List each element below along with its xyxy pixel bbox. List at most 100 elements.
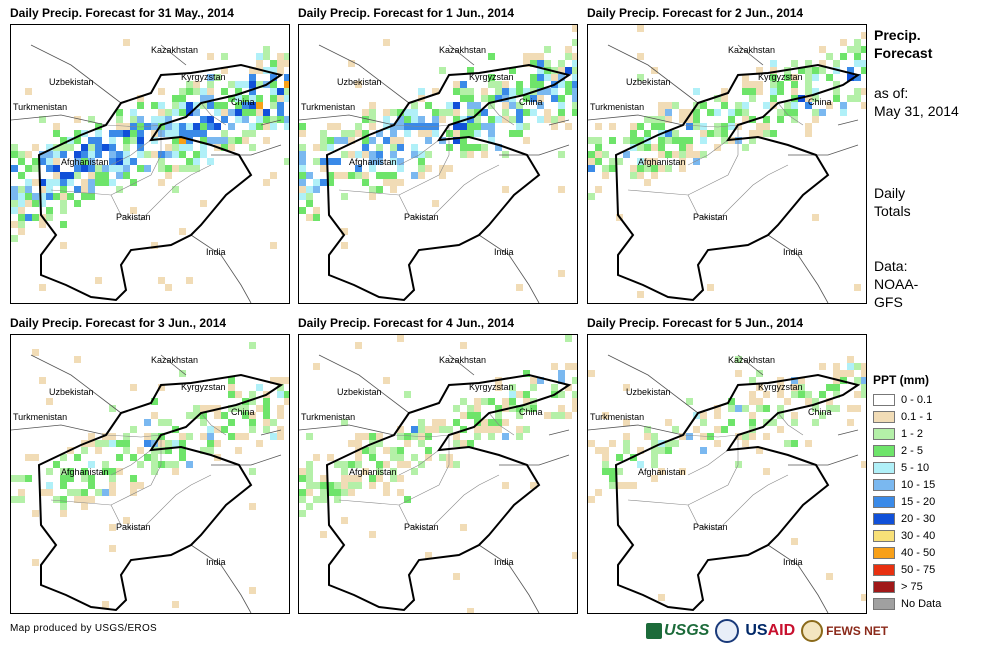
- precip-cell: [812, 398, 819, 405]
- precip-cell: [418, 426, 425, 433]
- precip-cell: [25, 454, 32, 461]
- precip-cell: [109, 433, 116, 440]
- precip-cell: [861, 391, 866, 398]
- precip-cell: [249, 81, 256, 88]
- precip-cell: [439, 172, 446, 179]
- precip-cell: [854, 363, 861, 370]
- precip-cell: [488, 130, 495, 137]
- precip-cell: [651, 67, 658, 74]
- precip-cell: [446, 144, 453, 151]
- precip-cell: [516, 123, 523, 130]
- precip-cell: [572, 102, 577, 109]
- legend-label: 1 - 2: [901, 427, 924, 440]
- country-border: [607, 354, 699, 414]
- precip-cell: [165, 123, 172, 130]
- precip-cell: [833, 95, 840, 102]
- precip-cell: [165, 144, 172, 151]
- precip-cell: [130, 109, 137, 116]
- precip-cell: [123, 151, 130, 158]
- precip-cell: [658, 109, 665, 116]
- precip-cell: [588, 151, 595, 158]
- precip-cell: [228, 433, 235, 440]
- precip-cell: [861, 594, 866, 601]
- precip-cell: [609, 482, 616, 489]
- precip-cell: [558, 116, 565, 123]
- country-border: [767, 544, 829, 613]
- precip-cell: [847, 405, 854, 412]
- precip-cell: [637, 74, 644, 81]
- precip-cell: [11, 475, 18, 482]
- precip-cell: [306, 172, 313, 179]
- precip-cell: [221, 144, 228, 151]
- precip-cell: [284, 158, 289, 165]
- country-label-turkmenistan: Turkmenistan: [590, 102, 644, 112]
- precip-cell: [277, 60, 284, 67]
- precip-cell: [277, 53, 284, 60]
- precip-cell: [770, 81, 777, 88]
- precip-cell: [207, 88, 214, 95]
- precip-cell: [383, 489, 390, 496]
- precip-cell: [341, 242, 348, 249]
- precip-cell: [763, 391, 770, 398]
- precip-cell: [109, 475, 116, 482]
- precip-cell: [418, 172, 425, 179]
- precip-cell: [200, 412, 207, 419]
- precip-cell: [102, 433, 109, 440]
- precip-cell: [355, 342, 362, 349]
- precip-cell: [355, 440, 362, 447]
- precip-cell: [686, 116, 693, 123]
- precip-cell: [277, 384, 284, 391]
- precip-cell: [81, 475, 88, 482]
- precip-cell: [602, 165, 609, 172]
- precip-cell: [369, 137, 376, 144]
- precip-cell: [186, 144, 193, 151]
- precip-cell: [348, 440, 355, 447]
- precip-cell: [397, 144, 404, 151]
- country-label-kyrgyzstan: Kyrgyzstan: [758, 72, 803, 82]
- sidebar-title-line1: Precip.: [874, 27, 921, 43]
- precip-cell: [833, 370, 840, 377]
- precip-cell: [228, 405, 235, 412]
- precip-cell: [137, 144, 144, 151]
- precip-cell: [249, 102, 256, 109]
- precip-cell: [249, 468, 256, 475]
- precip-cell: [186, 81, 193, 88]
- precip-cell: [735, 123, 742, 130]
- precip-cell: [207, 123, 214, 130]
- precip-cell: [679, 144, 686, 151]
- precip-cell: [460, 88, 467, 95]
- precip-cell: [60, 496, 67, 503]
- precip-cell: [390, 151, 397, 158]
- precip-cell: [411, 109, 418, 116]
- precip-cell: [742, 440, 749, 447]
- precip-cell: [116, 151, 123, 158]
- precip-cell: [637, 137, 644, 144]
- precip-cell: [558, 102, 565, 109]
- precip-cell: [623, 447, 630, 454]
- precip-cell: [502, 482, 509, 489]
- province-border: [687, 139, 729, 166]
- precip-cell: [74, 200, 81, 207]
- precip-cell: [263, 412, 270, 419]
- precip-cell: [588, 158, 595, 165]
- precip-cell: [551, 74, 558, 81]
- precip-cell: [25, 475, 32, 482]
- precip-cell: [397, 461, 404, 468]
- precip-cell: [144, 454, 151, 461]
- precip-cell: [348, 60, 355, 67]
- precip-cell: [186, 165, 193, 172]
- precip-cell: [453, 81, 460, 88]
- precip-cell: [369, 123, 376, 130]
- precip-cell: [383, 116, 390, 123]
- precip-map: Kazakhstan Kyrgyzstan Uzbekistan Turkmenist…: [298, 24, 578, 304]
- precip-cell: [686, 137, 693, 144]
- precip-cell: [446, 165, 453, 172]
- precip-cell: [228, 109, 235, 116]
- precip-cell: [270, 242, 277, 249]
- precip-cell: [313, 207, 320, 214]
- legend-item: 50 - 75: [873, 561, 941, 578]
- precip-cell: [572, 552, 577, 559]
- country-label-china: China: [808, 407, 832, 417]
- precip-cell: [228, 144, 235, 151]
- precip-cell: [411, 116, 418, 123]
